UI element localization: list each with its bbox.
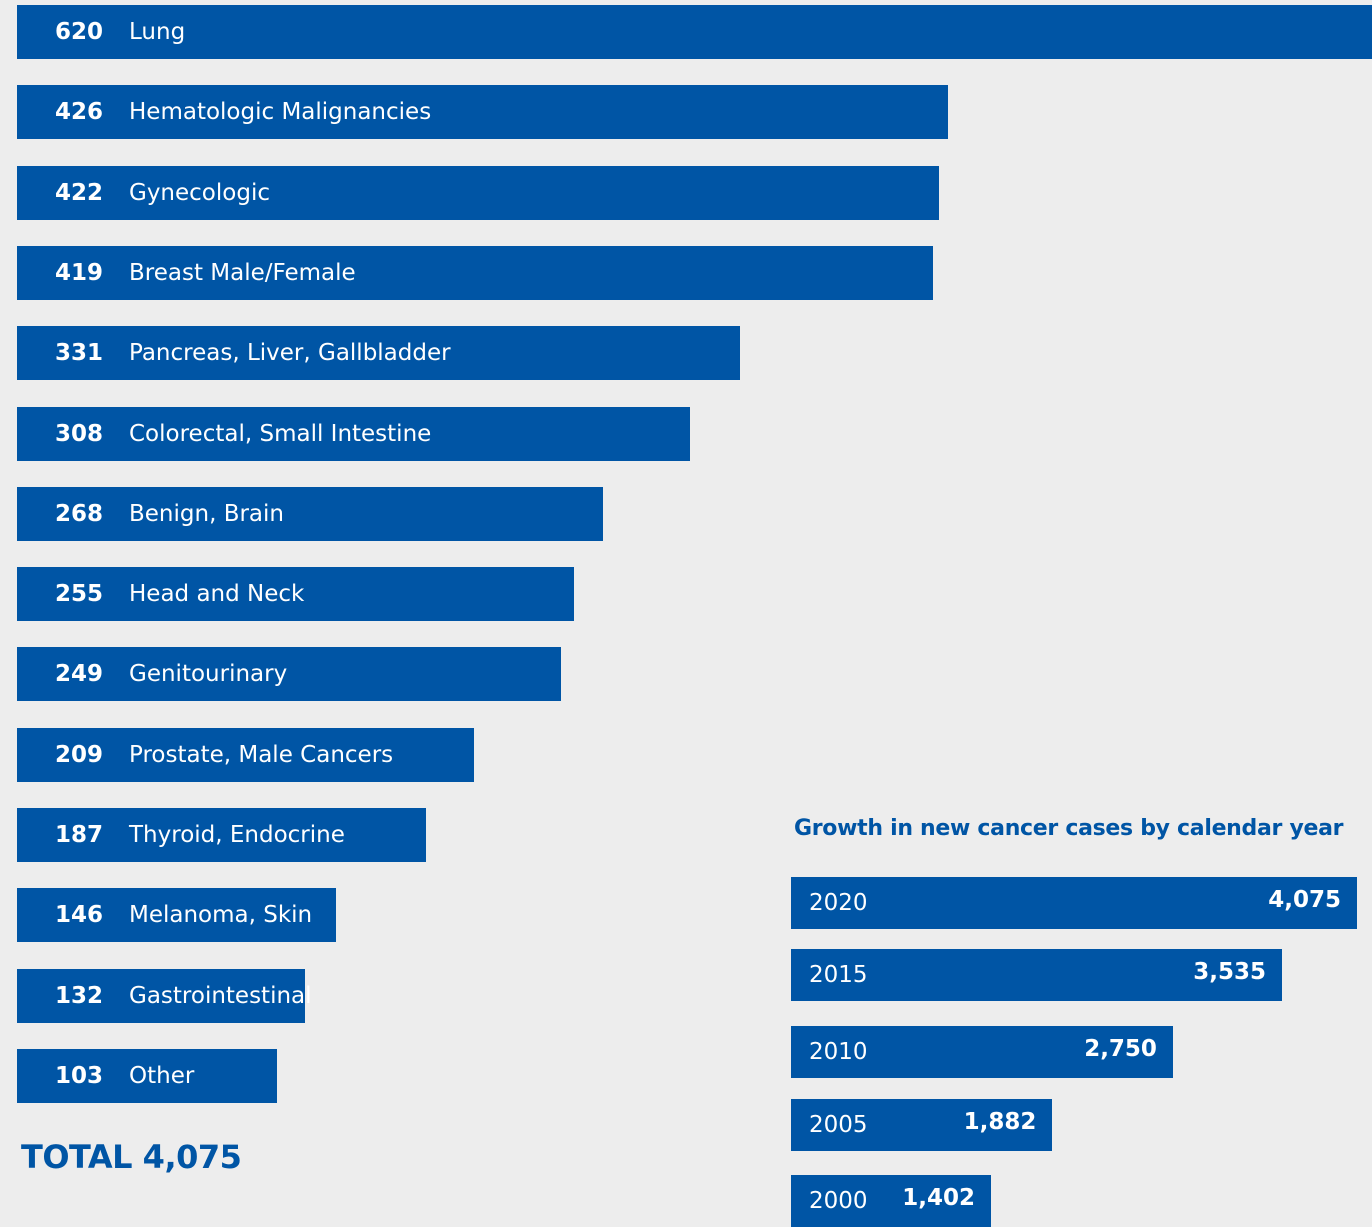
bar-colorectal-small-intestine: 308 Colorectal, Small Intestine	[17, 406, 691, 461]
bar-thyroid-endocrine: 187 Thyroid, Endocrine	[17, 808, 426, 862]
bar-value-label: 103	[54, 1062, 103, 1089]
bar-breast-male-female: 419 Breast Male/Female	[17, 245, 933, 300]
bar-value-label: 426	[54, 99, 103, 126]
year-bar-2015: 2015 3,535	[791, 949, 1282, 1001]
bar-head-and-neck: 255 Head and Neck	[17, 567, 575, 622]
year-label: 2015	[809, 962, 868, 988]
bar-gynecologic: 422 Gynecologic	[17, 165, 940, 220]
bar-genitourinary: 249 Genitourinary	[17, 647, 562, 702]
year-value-label: 1,882	[963, 1109, 1037, 1135]
bar-prostate-male-cancers: 209 Prostate, Male Cancers	[17, 727, 474, 782]
bar-value-label: 209	[54, 741, 103, 768]
year-label: 2000	[809, 1188, 868, 1214]
bar-category-label: Genitourinary	[129, 661, 288, 688]
bar-lung: 620 Lung	[17, 5, 1372, 59]
bar-value-label: 146	[54, 902, 103, 929]
year-value-label: 2,750	[1084, 1036, 1157, 1062]
bar-category-label: Gastrointestinal	[129, 982, 312, 1009]
year-bar-2020: 2020 4,075	[791, 877, 1357, 929]
bar-melanoma-skin: 146 Melanoma, Skin	[17, 888, 337, 943]
bar-benign-brain: 268 Benign, Brain	[17, 486, 603, 541]
bar-category-label: Benign, Brain	[129, 500, 284, 527]
total-label: TOTAL 4,075	[21, 1138, 242, 1176]
bar-hematologic-malignancies: 426 Hematologic Malignancies	[17, 85, 949, 140]
year-bar-2005: 2005 1,882	[791, 1099, 1053, 1151]
bar-category-label: Thyroid, Endocrine	[129, 822, 345, 848]
bar-value-label: 268	[54, 500, 103, 527]
bar-value-label: 255	[54, 581, 103, 608]
year-label: 2020	[809, 890, 868, 916]
year-value-label: 4,075	[1268, 887, 1341, 913]
year-label: 2005	[809, 1112, 868, 1138]
bar-category-label: Colorectal, Small Intestine	[129, 420, 432, 447]
year-value-label: 1,402	[902, 1185, 975, 1211]
bar-value-label: 422	[54, 179, 103, 206]
year-value-label: 3,535	[1193, 959, 1266, 985]
bar-category-label: Melanoma, Skin	[129, 902, 313, 929]
bar-value-label: 308	[54, 420, 103, 447]
bar-gastrointestinal: 132 Gastrointestinal	[17, 968, 312, 1023]
year-bar-2010: 2010 2,750	[791, 1026, 1173, 1078]
bar-other: 103 Other	[17, 1048, 277, 1103]
growth-chart-title: Growth in new cancer cases by calendar y…	[794, 816, 1344, 841]
bar-value-label: 620	[54, 19, 103, 45]
bar-category-label: Head and Neck	[129, 581, 305, 608]
bar-value-label: 132	[54, 982, 103, 1009]
bar-category-label: Other	[129, 1062, 195, 1089]
bar-category-label: Breast Male/Female	[129, 259, 356, 286]
bar-value-label: 419	[54, 259, 103, 286]
bar-category-label: Hematologic Malignancies	[129, 99, 432, 126]
year-label: 2010	[809, 1039, 868, 1065]
year-bar-2000: 2000 1,402	[791, 1175, 991, 1227]
bar-value-label: 249	[54, 661, 103, 688]
bar-value-label: 187	[54, 822, 103, 848]
bar-category-label: Lung	[129, 19, 186, 45]
bar-category-label: Prostate, Male Cancers	[129, 741, 394, 768]
bar-pancreas-liver-gallbladder: 331 Pancreas, Liver, Gallbladder	[17, 326, 741, 381]
bar-category-label: Gynecologic	[129, 179, 270, 206]
bar-category-label: Pancreas, Liver, Gallbladder	[129, 340, 451, 367]
bar-value-label: 331	[54, 340, 103, 367]
